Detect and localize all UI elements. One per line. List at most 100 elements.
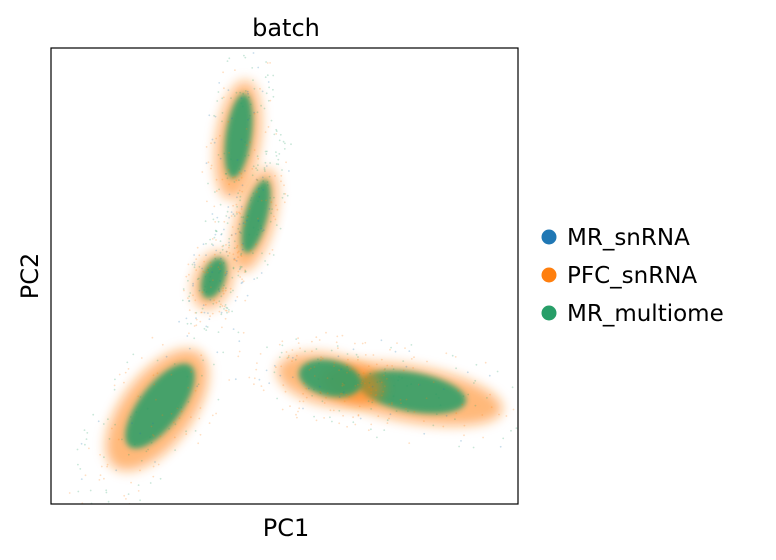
point bbox=[256, 179, 259, 182]
point bbox=[174, 423, 177, 426]
point bbox=[236, 296, 239, 298]
point bbox=[243, 271, 246, 273]
point bbox=[525, 423, 527, 425]
point bbox=[232, 176, 234, 179]
point bbox=[220, 303, 222, 306]
point bbox=[188, 347, 191, 350]
point bbox=[284, 390, 287, 393]
point bbox=[107, 508, 109, 510]
point bbox=[251, 168, 254, 170]
point bbox=[338, 422, 341, 425]
point bbox=[302, 392, 304, 395]
point bbox=[346, 366, 349, 368]
point bbox=[241, 184, 244, 187]
point bbox=[87, 516, 89, 518]
point bbox=[271, 208, 273, 211]
point bbox=[188, 300, 190, 302]
point bbox=[461, 403, 464, 406]
point bbox=[153, 383, 156, 386]
point bbox=[256, 169, 259, 172]
point bbox=[228, 57, 231, 60]
point bbox=[280, 351, 283, 354]
point bbox=[219, 280, 222, 282]
point bbox=[198, 265, 201, 268]
point bbox=[346, 425, 348, 428]
point bbox=[224, 271, 227, 274]
point bbox=[209, 315, 212, 318]
point bbox=[193, 325, 196, 327]
point bbox=[261, 230, 264, 233]
point bbox=[257, 164, 259, 167]
point bbox=[207, 161, 210, 164]
point bbox=[246, 219, 248, 222]
point bbox=[249, 141, 251, 144]
point bbox=[333, 365, 335, 368]
point bbox=[235, 203, 238, 206]
point bbox=[230, 234, 233, 236]
point bbox=[218, 82, 221, 84]
point bbox=[277, 163, 280, 166]
point bbox=[445, 414, 448, 417]
point bbox=[279, 133, 282, 136]
point bbox=[289, 405, 291, 408]
point bbox=[101, 509, 103, 511]
point bbox=[170, 412, 173, 415]
point bbox=[222, 262, 225, 264]
point bbox=[206, 271, 209, 274]
point bbox=[238, 231, 241, 233]
point bbox=[208, 318, 211, 321]
point bbox=[126, 361, 129, 364]
point bbox=[247, 92, 250, 95]
point bbox=[268, 175, 271, 178]
point bbox=[107, 500, 110, 503]
point bbox=[99, 474, 102, 477]
point bbox=[181, 299, 184, 302]
point bbox=[271, 249, 274, 251]
point bbox=[193, 266, 196, 269]
point bbox=[205, 146, 208, 148]
legend-label: MR_multiome bbox=[567, 301, 724, 327]
point bbox=[291, 360, 293, 362]
point bbox=[268, 208, 271, 210]
point bbox=[463, 424, 466, 427]
point bbox=[336, 335, 339, 338]
point bbox=[209, 238, 212, 241]
point bbox=[402, 369, 405, 372]
point bbox=[129, 416, 132, 418]
point bbox=[147, 448, 150, 451]
point bbox=[114, 378, 116, 381]
point bbox=[262, 180, 265, 183]
point bbox=[218, 310, 221, 313]
point bbox=[333, 362, 336, 364]
point bbox=[209, 299, 212, 301]
point bbox=[88, 447, 90, 450]
point bbox=[219, 270, 222, 272]
point bbox=[226, 60, 229, 62]
point bbox=[123, 494, 126, 497]
point bbox=[223, 308, 225, 310]
point bbox=[244, 299, 247, 302]
point bbox=[220, 233, 223, 236]
point bbox=[198, 289, 201, 292]
point bbox=[397, 379, 399, 382]
point bbox=[173, 421, 175, 424]
point bbox=[391, 365, 393, 367]
point bbox=[256, 111, 259, 114]
point bbox=[249, 249, 252, 252]
point bbox=[405, 407, 407, 410]
point bbox=[205, 290, 208, 293]
point bbox=[220, 295, 223, 298]
point bbox=[198, 254, 201, 257]
point bbox=[226, 222, 229, 225]
point bbox=[338, 396, 341, 398]
point bbox=[140, 459, 143, 462]
point bbox=[139, 432, 142, 435]
point bbox=[217, 288, 220, 291]
point bbox=[116, 505, 118, 507]
point bbox=[215, 249, 218, 252]
point bbox=[247, 96, 250, 99]
point bbox=[198, 417, 201, 420]
point bbox=[244, 270, 247, 272]
point bbox=[118, 373, 121, 376]
point bbox=[246, 216, 249, 218]
